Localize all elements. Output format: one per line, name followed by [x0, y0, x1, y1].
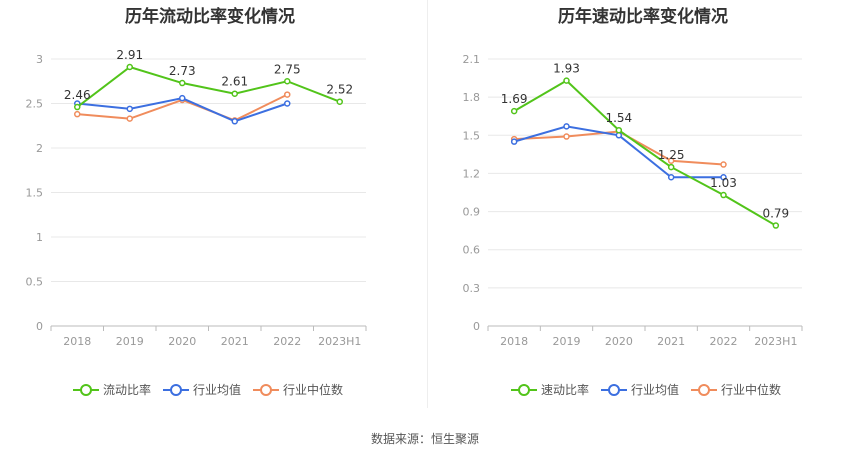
- legend-label: 行业均值: [193, 383, 242, 397]
- data-point[interactable]: [126, 105, 133, 113]
- data-point[interactable]: [126, 115, 133, 122]
- legend-marker-icon: [253, 383, 280, 396]
- legend-label: 速动比率: [541, 383, 590, 397]
- legend-item[interactable]: 行业均值: [601, 381, 679, 398]
- y-tick-label: 0: [473, 320, 480, 333]
- data-label: 1.54: [605, 111, 632, 125]
- data-source-note: 数据来源：恒生聚源: [370, 432, 479, 446]
- data-point[interactable]: [284, 100, 291, 107]
- data-point[interactable]: [179, 79, 186, 87]
- series-line: [76, 65, 341, 108]
- legend-label: 流动比率: [103, 383, 152, 397]
- data-label: 2.73: [169, 64, 196, 78]
- series-line: [513, 125, 724, 179]
- data-label: 2.91: [116, 48, 143, 62]
- y-tick-label: 1.2: [463, 167, 481, 180]
- data-point[interactable]: [772, 222, 780, 229]
- data-point[interactable]: [74, 110, 81, 118]
- y-tick-label: 1.5: [26, 187, 44, 200]
- x-tick-label: 2023H1: [318, 335, 361, 348]
- data-point[interactable]: [615, 132, 623, 139]
- data-label: 2.75: [274, 62, 301, 76]
- data-label: 0.79: [762, 207, 789, 221]
- legend-marker-icon: [601, 383, 628, 396]
- x-tick-label: 2022: [710, 335, 738, 348]
- data-point[interactable]: [510, 138, 518, 145]
- data-label: 1.69: [501, 92, 528, 106]
- x-tick-label: 2023H1: [754, 335, 797, 348]
- data-point[interactable]: [563, 77, 570, 84]
- x-tick-label: 2019: [553, 335, 581, 348]
- y-tick-label: 3: [36, 53, 43, 66]
- data-label: 1.93: [553, 62, 580, 76]
- data-point[interactable]: [231, 118, 238, 125]
- data-point[interactable]: [667, 163, 675, 171]
- data-point[interactable]: [667, 157, 675, 164]
- data-point[interactable]: [720, 191, 727, 199]
- x-tick-label: 2021: [221, 335, 249, 348]
- x-tick-label: 2018: [63, 335, 91, 348]
- y-tick-label: 0.9: [463, 206, 481, 219]
- legend-marker-icon: [73, 383, 99, 396]
- series-line: [513, 79, 777, 227]
- data-label: 2.46: [64, 88, 91, 102]
- y-tick-label: 0.6: [463, 244, 481, 257]
- data-label: 2.61: [221, 75, 248, 89]
- current-ratio-chart: 0 0.5 1 1.5 2 2.5 3 2018 2019 2020 2021 2022 2023H1 2…: [26, 48, 367, 348]
- data-point[interactable]: [615, 126, 623, 134]
- data-label: 1.03: [710, 176, 737, 190]
- legend-item[interactable]: 行业中位数: [253, 381, 343, 398]
- legend-marker-icon: [511, 383, 537, 396]
- legend-label: 行业中位数: [721, 383, 782, 397]
- legend-quick-ratio: 速动比率 行业均值 行业中位数: [511, 381, 793, 398]
- x-tick-label: 2020: [168, 335, 196, 348]
- x-tick-label: 2021: [657, 335, 685, 348]
- legend-item[interactable]: 流动比率: [73, 381, 151, 398]
- chart-title-quick-ratio: 历年速动比率变化情况: [558, 7, 728, 27]
- y-tick-label: 0.3: [463, 282, 481, 295]
- data-point[interactable]: [667, 173, 675, 181]
- legend-label: 行业中位数: [283, 383, 344, 397]
- x-tick-label: 2019: [116, 335, 144, 348]
- y-tick-label: 2: [36, 142, 43, 155]
- chart-title-current-ratio: 历年流动比率变化情况: [125, 7, 295, 27]
- data-point[interactable]: [179, 94, 186, 102]
- data-point[interactable]: [336, 98, 343, 105]
- y-tick-label: 2.1: [463, 53, 481, 66]
- y-tick-label: 0.5: [26, 276, 44, 289]
- data-point[interactable]: [720, 173, 727, 181]
- legend-marker-icon: [691, 383, 718, 396]
- data-point[interactable]: [284, 78, 291, 85]
- data-point[interactable]: [720, 161, 727, 168]
- data-point[interactable]: [284, 91, 291, 98]
- data-point[interactable]: [126, 63, 133, 71]
- y-tick-label: 1.8: [463, 91, 481, 104]
- legend-label: 行业均值: [631, 383, 680, 397]
- data-point[interactable]: [615, 128, 623, 135]
- data-label: 2.52: [326, 83, 353, 97]
- legend-item[interactable]: 行业中位数: [691, 381, 781, 398]
- series-line: [514, 130, 724, 166]
- x-tick-label: 2022: [273, 335, 301, 348]
- y-tick-label: 0: [36, 320, 43, 333]
- y-tick-label: 1: [36, 231, 43, 244]
- y-tick-label: 2.5: [26, 98, 44, 111]
- data-point[interactable]: [510, 135, 518, 143]
- y-tick-label: 1.5: [463, 129, 481, 142]
- legend-current-ratio: 流动比率 行业均值 行业中位数: [73, 381, 355, 398]
- data-point[interactable]: [74, 103, 81, 111]
- data-label: 1.25: [658, 148, 685, 162]
- data-point[interactable]: [510, 107, 518, 115]
- legend-marker-icon: [163, 383, 190, 396]
- x-tick-label: 2018: [500, 335, 528, 348]
- legend-item[interactable]: 速动比率: [511, 381, 589, 398]
- data-point[interactable]: [563, 123, 570, 130]
- data-point[interactable]: [231, 90, 238, 97]
- chart-divider: [427, 0, 428, 408]
- x-tick-label: 2020: [605, 335, 633, 348]
- legend-item[interactable]: 行业均值: [163, 381, 241, 398]
- data-point[interactable]: [563, 133, 570, 140]
